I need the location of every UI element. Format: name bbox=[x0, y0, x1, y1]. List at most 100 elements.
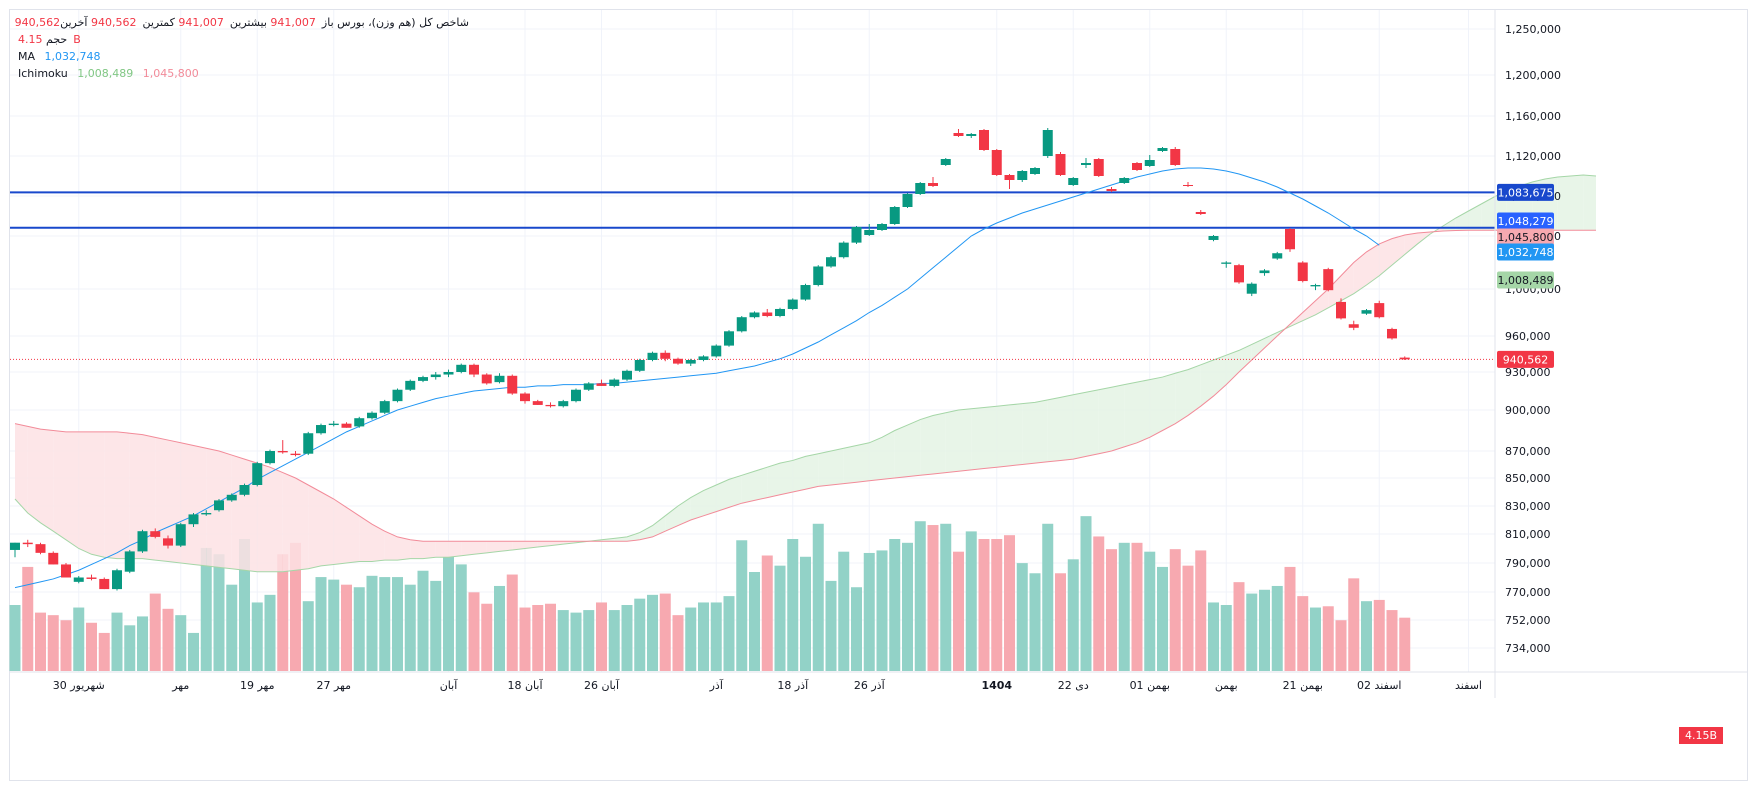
candle bbox=[1399, 356, 1410, 360]
candle-body bbox=[609, 379, 620, 386]
volume-bar bbox=[519, 607, 531, 671]
candle-body bbox=[775, 308, 785, 317]
cloud-segment bbox=[894, 425, 908, 478]
candle bbox=[685, 358, 696, 366]
candle-body bbox=[277, 451, 288, 453]
volume-bar bbox=[1004, 535, 1015, 671]
candle-body bbox=[1348, 324, 1359, 328]
candle bbox=[1106, 187, 1117, 192]
candle bbox=[1004, 174, 1015, 189]
candle-body bbox=[838, 242, 849, 258]
cloud-segment bbox=[359, 515, 372, 562]
candle-body bbox=[902, 194, 913, 207]
ma-label: MA bbox=[18, 50, 36, 63]
cloud-segment bbox=[1060, 394, 1074, 461]
cloud-segment bbox=[1455, 211, 1469, 231]
cloud-segment bbox=[282, 472, 296, 572]
candle-body bbox=[188, 514, 199, 525]
volume-bar bbox=[927, 525, 939, 671]
cloud-segment bbox=[1264, 332, 1278, 348]
cloud-segment bbox=[1073, 392, 1086, 460]
candle bbox=[1348, 320, 1359, 331]
candle-body bbox=[1208, 236, 1219, 240]
candle-body bbox=[1297, 262, 1308, 282]
cloud-segment bbox=[346, 507, 360, 563]
cloud-segment bbox=[652, 515, 666, 537]
candle-body bbox=[405, 380, 416, 390]
candle bbox=[660, 350, 671, 362]
cloud-segment bbox=[129, 433, 143, 559]
candle-body bbox=[214, 500, 224, 511]
candle bbox=[1285, 228, 1295, 252]
volume-bar bbox=[277, 554, 289, 671]
cloud-segment bbox=[1353, 251, 1367, 294]
candle bbox=[1055, 152, 1066, 176]
volume-value: 4.15B bbox=[18, 33, 81, 46]
candle bbox=[99, 577, 110, 590]
candle-body bbox=[800, 285, 811, 300]
candle bbox=[940, 158, 951, 166]
cloud-segment bbox=[996, 404, 1010, 468]
candle bbox=[520, 392, 530, 404]
legend-ichimoku: Ichimoku 1,008,489 1,045,800 bbox=[18, 67, 199, 80]
candle bbox=[877, 223, 887, 231]
candle bbox=[545, 402, 556, 408]
time-tick-label: 18 آذر bbox=[777, 678, 809, 692]
volume-bar bbox=[1067, 559, 1079, 671]
candle-body bbox=[430, 374, 441, 378]
candle-body bbox=[99, 578, 110, 590]
volume-bar bbox=[838, 551, 850, 671]
candle bbox=[1144, 155, 1155, 167]
candle-body bbox=[226, 494, 237, 501]
cloud-segment bbox=[91, 431, 105, 558]
time-tick-label: 27 مهر bbox=[316, 679, 351, 692]
cloud-segment bbox=[486, 541, 500, 553]
candle-body bbox=[175, 524, 186, 546]
cloud-segment bbox=[435, 541, 449, 558]
candle bbox=[175, 522, 186, 548]
volume-bar bbox=[736, 540, 748, 671]
volume-bar bbox=[73, 607, 85, 671]
price-tick-label: 930,000 bbox=[1505, 366, 1551, 379]
candle-body bbox=[456, 364, 467, 372]
ma-value: 1,032,748 bbox=[44, 50, 101, 63]
volume-bar bbox=[1297, 596, 1309, 671]
cloud-segment bbox=[1124, 382, 1137, 447]
price-tag-bg bbox=[1497, 243, 1554, 261]
candle-body bbox=[826, 257, 836, 267]
candle bbox=[1081, 158, 1091, 168]
volume-bar bbox=[787, 539, 799, 671]
volume-bar bbox=[60, 620, 72, 671]
candle-body bbox=[328, 423, 339, 426]
candle-body bbox=[647, 352, 658, 360]
candle-body bbox=[622, 370, 632, 380]
volume-bar bbox=[991, 539, 1003, 671]
cloud-segment bbox=[690, 490, 704, 520]
volume-bar bbox=[481, 603, 493, 671]
candle-body bbox=[367, 412, 377, 419]
candle bbox=[48, 551, 59, 565]
cloud-segment bbox=[754, 467, 768, 501]
cloud-segment bbox=[270, 467, 283, 572]
time-tick-label: 02 اسفند bbox=[1357, 679, 1401, 692]
cloud-segment bbox=[869, 437, 882, 481]
candle-body bbox=[1157, 148, 1168, 151]
legend-ohlc: شاخص کل (هم وزن)، بورس باز 941,007 بیشتری… bbox=[15, 16, 469, 29]
candle bbox=[647, 351, 658, 362]
cloud-segment bbox=[741, 471, 755, 504]
price-tick-label: 850,000 bbox=[1505, 472, 1551, 485]
time-tick-label: 30 شهریور bbox=[53, 679, 105, 692]
price-tick-label: 1,200,000 bbox=[1505, 69, 1561, 82]
volume-bar bbox=[1144, 551, 1156, 671]
candle-body bbox=[418, 377, 428, 381]
candle-body bbox=[1017, 171, 1028, 180]
volume-bar bbox=[239, 539, 250, 671]
candle bbox=[787, 298, 798, 311]
candle bbox=[928, 177, 938, 187]
candle-body bbox=[494, 375, 505, 383]
candle bbox=[991, 149, 1002, 176]
volume-bar bbox=[659, 593, 671, 671]
candle-body bbox=[303, 433, 314, 454]
volume-bar bbox=[430, 580, 442, 671]
